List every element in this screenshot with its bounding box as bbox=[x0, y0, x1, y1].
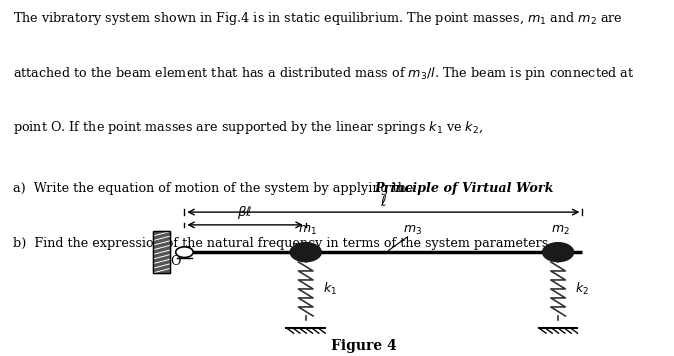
Text: $k_1$: $k_1$ bbox=[323, 281, 337, 297]
Text: b)  Find the expression of the natural frequency in terms of the system paramete: b) Find the expression of the natural fr… bbox=[13, 237, 553, 250]
Bar bbox=[153, 231, 170, 273]
Text: O: O bbox=[170, 255, 180, 268]
Text: $m_2$: $m_2$ bbox=[551, 224, 570, 237]
Text: $\beta\ell$: $\beta\ell$ bbox=[237, 204, 253, 221]
Text: attached to the beam element that has a distributed mass of $m_3/l$. The beam is: attached to the beam element that has a … bbox=[13, 65, 635, 82]
Text: Figure 4: Figure 4 bbox=[331, 339, 397, 352]
Text: point O. If the point masses are supported by the linear springs $k_1$ ve $k_2$,: point O. If the point masses are support… bbox=[13, 120, 484, 136]
Circle shape bbox=[543, 243, 574, 262]
Text: $\ell$: $\ell$ bbox=[380, 194, 387, 209]
Text: $k_2$: $k_2$ bbox=[575, 281, 589, 297]
Text: .: . bbox=[516, 182, 520, 195]
Text: $m_1$: $m_1$ bbox=[298, 224, 317, 237]
Text: The vibratory system shown in Fig.4 is in static equilibrium. The point masses, : The vibratory system shown in Fig.4 is i… bbox=[13, 10, 623, 27]
Text: $m_3$: $m_3$ bbox=[403, 224, 422, 237]
Text: a)  Write the equation of motion of the system by applying the: a) Write the equation of motion of the s… bbox=[13, 182, 418, 195]
Circle shape bbox=[290, 243, 321, 262]
Text: Principle of Virtual Work: Principle of Virtual Work bbox=[374, 182, 553, 195]
Bar bbox=[153, 231, 170, 273]
Circle shape bbox=[176, 247, 193, 257]
